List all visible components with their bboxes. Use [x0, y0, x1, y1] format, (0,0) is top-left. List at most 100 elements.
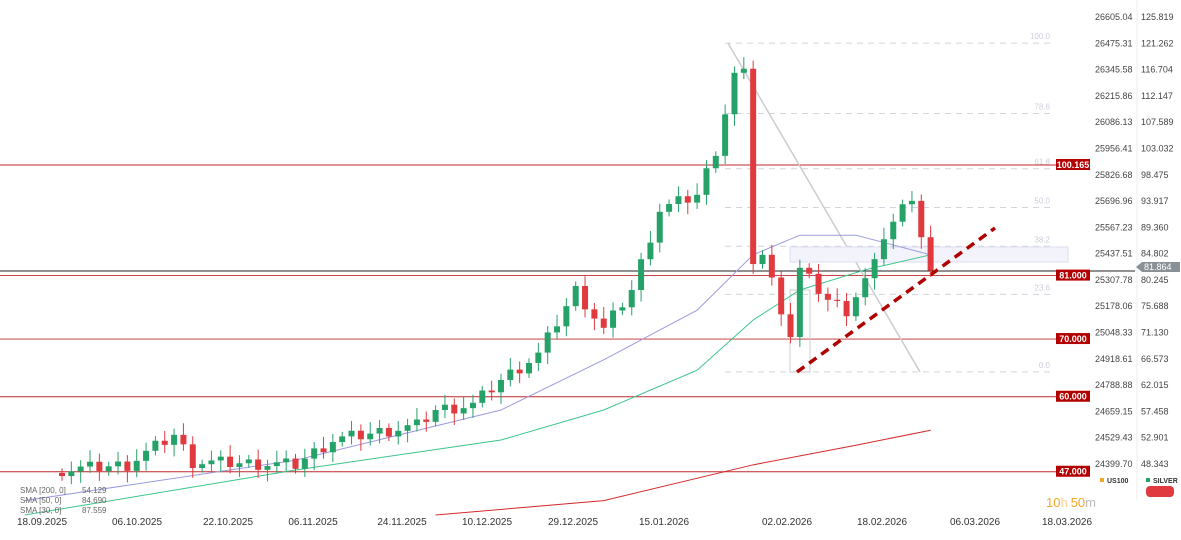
candle-body: [610, 310, 617, 328]
x-tick-label: 15.01.2026: [639, 517, 689, 528]
candle-body: [722, 114, 729, 156]
candle-body: [273, 462, 280, 467]
candle-body: [843, 300, 850, 317]
candle-body: [778, 277, 785, 315]
candle-body: [591, 309, 598, 319]
candle-body: [124, 461, 131, 471]
y-tick-silver: 125.819: [1141, 12, 1174, 22]
candle-body: [292, 458, 299, 469]
candle-body: [908, 200, 915, 205]
svg-text:SILVER: SILVER: [1153, 478, 1178, 485]
candle-body: [264, 466, 271, 470]
candle-body: [563, 306, 570, 327]
y-tick-silver: 93.917: [1141, 196, 1169, 206]
candle-body: [694, 194, 701, 203]
y-tick-us100: 24399.70: [1095, 459, 1133, 469]
symbol-legend-silver[interactable]: SILVER: [1146, 478, 1178, 497]
y-tick-silver: 103.032: [1141, 143, 1174, 153]
y-tick-us100: 26086.13: [1095, 117, 1133, 127]
candle-body: [834, 299, 841, 301]
candle-body: [554, 326, 561, 333]
x-tick-label: 22.10.2025: [203, 517, 253, 528]
silver-color-swatch[interactable]: [1146, 486, 1174, 497]
sma-legend-label: SMA [200, 0]: [20, 486, 66, 495]
y-tick-us100: 26605.04: [1095, 12, 1133, 22]
candle-body: [712, 155, 719, 169]
y-tick-us100: 25437.51: [1095, 249, 1133, 259]
level-label: 70.000: [1059, 334, 1087, 344]
candle-body: [750, 68, 757, 265]
y-tick-us100: 25567.23: [1095, 222, 1133, 232]
sma-line-2: [435, 429, 931, 516]
candle-body: [385, 427, 392, 437]
y-tick-us100: 25826.68: [1095, 170, 1133, 180]
candle-body: [180, 434, 187, 445]
candle-body: [675, 196, 682, 205]
x-tick-label: 24.11.2025: [377, 517, 427, 528]
x-tick-label: 29.12.2025: [548, 517, 598, 528]
y-tick-us100: 25178.06: [1095, 301, 1133, 311]
y-tick-silver: 48.343: [1141, 459, 1169, 469]
sma-legend-value: 54.129: [82, 486, 107, 495]
current-price-tag: [1136, 262, 1180, 272]
y-tick-us100: 24659.15: [1095, 406, 1133, 416]
candle-body: [731, 72, 738, 115]
sma-legend-label: SMA [50, 0]: [20, 496, 61, 505]
y-tick-us100: 25307.78: [1095, 275, 1133, 285]
y-tick-silver: 84.802: [1141, 249, 1169, 259]
candle-body: [68, 471, 75, 477]
level-tag: [1056, 465, 1090, 477]
us100-color-icon: [1100, 478, 1104, 482]
candle-body: [348, 430, 355, 437]
y-tick-silver: 62.015: [1141, 380, 1169, 390]
candle-body: [656, 211, 663, 243]
candle-body: [918, 200, 925, 238]
candle-body: [862, 278, 869, 298]
x-tick-label: 02.02.2026: [762, 517, 812, 528]
candle-body: [507, 369, 514, 381]
candle-body: [441, 404, 448, 411]
candle-body: [880, 239, 887, 260]
fib-diagonal: [727, 42, 921, 373]
y-tick-silver: 71.130: [1141, 328, 1169, 338]
candle-body: [759, 254, 766, 265]
y-tick-silver: 89.360: [1141, 222, 1169, 232]
candle-body: [488, 390, 495, 393]
y-tick-silver: 75.688: [1141, 301, 1169, 311]
candle-body: [367, 433, 374, 440]
y-tick-silver: 112.147: [1141, 91, 1173, 101]
candle-body: [796, 267, 803, 338]
candle-body: [77, 466, 84, 472]
candle-body: [161, 440, 168, 445]
candle-body: [638, 259, 645, 291]
current-price-label: 81.864: [1144, 262, 1172, 272]
fib-level-label: 0.0: [1039, 361, 1051, 370]
candle-body: [647, 242, 654, 260]
candle-body: [684, 196, 691, 203]
candle-body: [320, 448, 327, 453]
candle-body: [199, 464, 206, 468]
candle-body: [255, 459, 262, 470]
candle-body: [423, 419, 430, 422]
candle-body: [516, 369, 523, 374]
candle-body: [227, 456, 234, 468]
sma-legend-label: SMA [30, 0]: [20, 506, 61, 515]
symbol-legend-us100[interactable]: US100: [1100, 478, 1129, 485]
candle-body: [311, 448, 318, 459]
y-tick-us100: 25696.96: [1095, 196, 1133, 206]
candle-body: [460, 408, 467, 414]
candle-body: [703, 168, 710, 195]
y-tick-silver: 116.704: [1141, 65, 1173, 75]
candle-body: [432, 410, 439, 422]
x-tick-label: 06.11.2025: [288, 517, 338, 528]
y-tick-silver: 121.262: [1141, 38, 1174, 48]
y-tick-us100: 26475.31: [1095, 38, 1133, 48]
candle-body: [824, 293, 831, 300]
candle-body: [740, 68, 747, 73]
candle-body: [899, 204, 906, 222]
candle-body: [171, 434, 178, 445]
sma-line-1: [24, 254, 931, 516]
fib-level-label: 100.0: [1030, 32, 1051, 41]
y-tick-silver: 57.458: [1141, 406, 1169, 416]
